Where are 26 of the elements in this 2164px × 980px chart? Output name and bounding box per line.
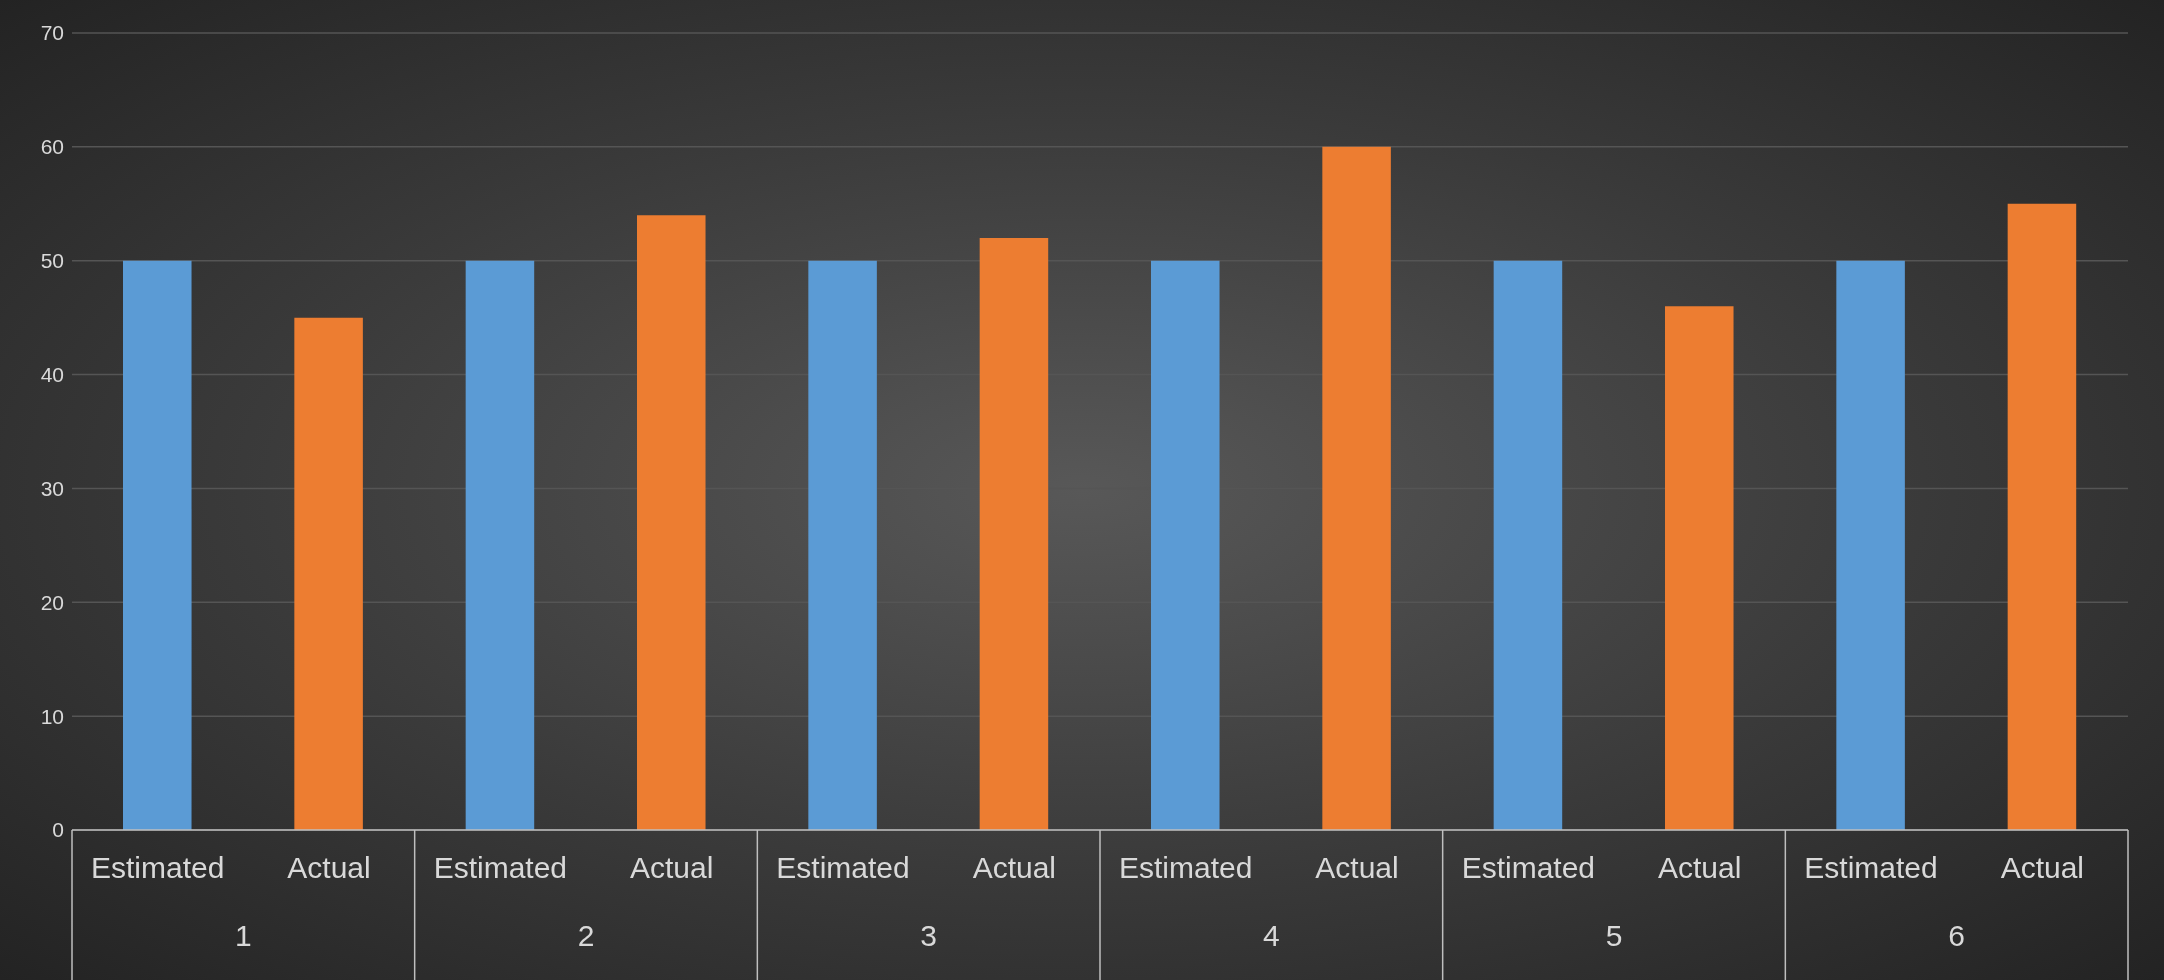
x-tick-label: 6 <box>1948 919 1966 952</box>
y-tick-label: 10 <box>40 704 64 728</box>
y-tick-label: 40 <box>40 363 64 387</box>
x-tick-label: 1 <box>234 919 252 952</box>
y-tick-label: 50 <box>40 249 64 273</box>
text: Actual <box>1315 851 1399 884</box>
x-tick-label: 2 <box>577 919 595 952</box>
text: Actual <box>2000 851 2085 884</box>
text: Actual <box>1657 851 1742 884</box>
y-tick-label: 0 <box>52 818 64 842</box>
text: Estimated <box>776 851 910 884</box>
x-tick-label: 3 <box>920 919 938 952</box>
y-tick-label: 20 <box>40 590 64 614</box>
x-tick-label: 5 <box>1605 919 1623 952</box>
text: Estimated <box>1804 851 1938 884</box>
y-tick-label: 30 <box>40 476 64 500</box>
text: Actual <box>972 851 1057 884</box>
text: Estimated <box>1118 851 1253 884</box>
series-label: Estimated <box>90 851 225 884</box>
y-tick-label: 60 <box>40 135 64 159</box>
y-tick-label: 70 <box>40 21 64 45</box>
text: Estimated <box>433 851 568 884</box>
text: Estimated <box>1461 851 1596 884</box>
series-label: Actual <box>287 851 371 884</box>
text: Actual <box>629 851 714 884</box>
x-tick-label: 4 <box>1262 919 1280 952</box>
